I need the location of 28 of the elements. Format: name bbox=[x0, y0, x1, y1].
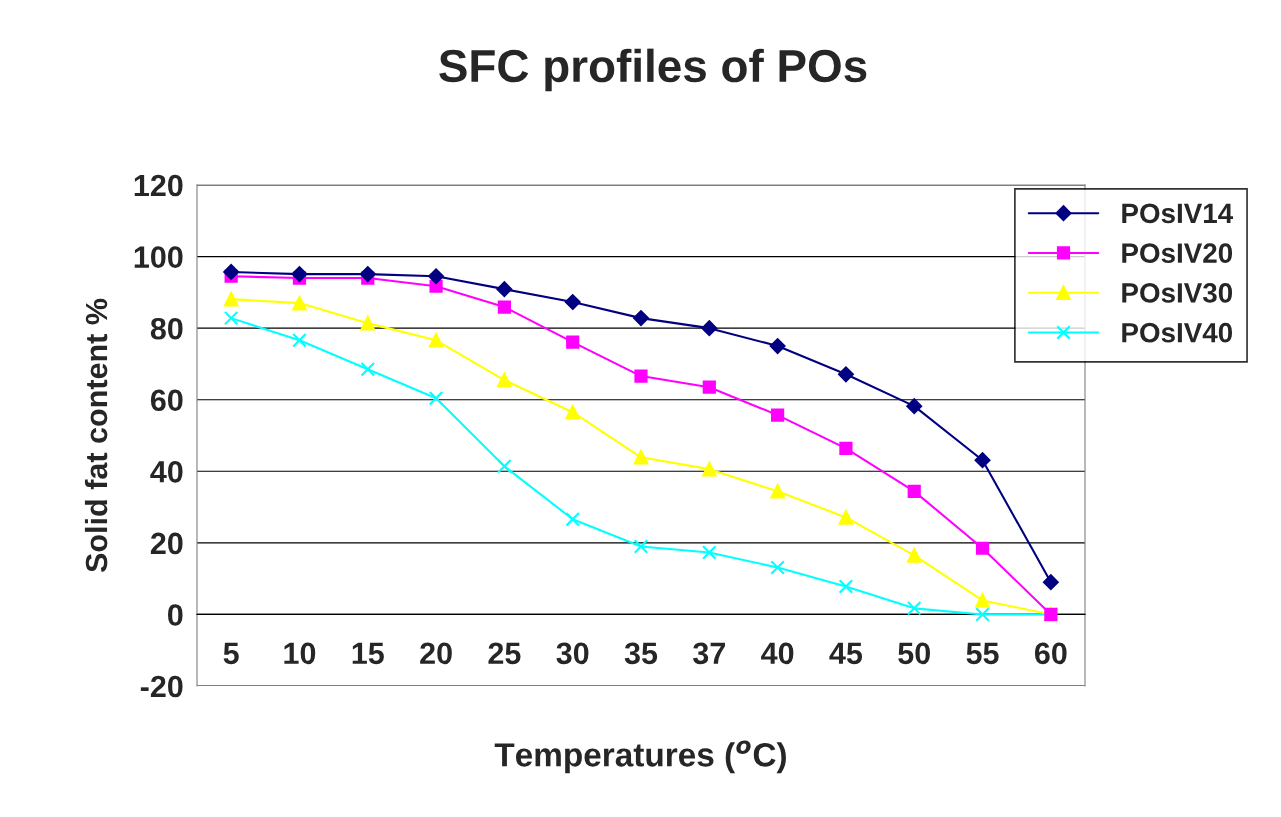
legend-label: POsIV40 bbox=[1122, 322, 1233, 343]
y-axis-title: Solid fat content % bbox=[84, 298, 108, 573]
x-tick-label: 30 bbox=[556, 642, 589, 665]
legend-label: POsIV30 bbox=[1122, 283, 1233, 303]
x-tick-label: 55 bbox=[966, 642, 999, 665]
x-tick-label: 35 bbox=[624, 642, 658, 665]
x-axis-title: Temperatures ($^{o}$C) bbox=[494, 740, 786, 774]
chart-title: SFC profiles of POs bbox=[439, 48, 867, 92]
y-tick-label: 0 bbox=[168, 604, 183, 626]
y-tick-label: 100 bbox=[134, 246, 183, 268]
y-tick-label: 120 bbox=[134, 174, 183, 197]
x-tick-label: 20 bbox=[420, 642, 452, 665]
y-tick-label: 60 bbox=[150, 389, 183, 412]
x-tick-label: 50 bbox=[898, 642, 930, 665]
y-tick-label: 80 bbox=[150, 317, 183, 340]
y-tick-label: 20 bbox=[150, 532, 183, 555]
x-tick-label: 25 bbox=[488, 642, 521, 665]
y-tick-label: 40 bbox=[150, 461, 183, 483]
x-tick-label: 10 bbox=[284, 642, 316, 665]
x-tick-label: 5 bbox=[223, 642, 239, 665]
x-tick-label: 45 bbox=[829, 642, 863, 665]
x-tick-label: 37 bbox=[693, 642, 725, 665]
x-tick-label: 15 bbox=[352, 642, 384, 665]
x-tick-label: 60 bbox=[1034, 642, 1067, 665]
y-tick-label: -20 bbox=[140, 675, 183, 698]
x-tick-label: 40 bbox=[761, 642, 794, 665]
legend-label: POsIV14 bbox=[1122, 203, 1234, 224]
legend-label: POsIV20 bbox=[1122, 243, 1233, 263]
